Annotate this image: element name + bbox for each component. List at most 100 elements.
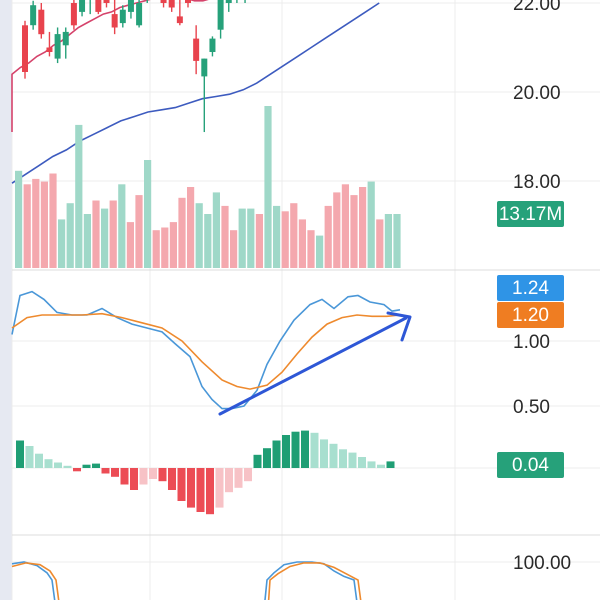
volume-bar[interactable] bbox=[290, 203, 298, 268]
candle[interactable] bbox=[144, 0, 150, 3]
macd-histogram-bar[interactable] bbox=[73, 468, 81, 472]
volume-bar[interactable] bbox=[23, 184, 31, 268]
volume-bar[interactable] bbox=[350, 195, 358, 268]
candle[interactable] bbox=[168, 0, 175, 12]
candle[interactable] bbox=[185, 0, 191, 8]
macd-histogram-bar[interactable] bbox=[35, 453, 43, 468]
volume-bar[interactable] bbox=[264, 106, 272, 268]
volume-bar[interactable] bbox=[324, 205, 332, 268]
macd-histogram-bar[interactable] bbox=[282, 435, 290, 468]
candle[interactable] bbox=[95, 0, 102, 15]
macd-histogram-bar[interactable] bbox=[101, 468, 110, 474]
macd-histogram-bar[interactable] bbox=[158, 468, 167, 482]
volume-bar[interactable] bbox=[359, 187, 367, 268]
volume-bar[interactable] bbox=[195, 203, 203, 268]
candle[interactable] bbox=[79, 0, 86, 17]
macd-histogram-bar[interactable] bbox=[339, 449, 347, 468]
macd-histogram-bar[interactable] bbox=[130, 468, 138, 490]
volume-bar[interactable] bbox=[281, 211, 289, 268]
macd-histogram-bar[interactable] bbox=[44, 459, 53, 468]
candle[interactable] bbox=[176, 0, 183, 26]
candle[interactable] bbox=[38, 3, 45, 39]
volume-bar[interactable] bbox=[152, 230, 160, 268]
volume-bar[interactable] bbox=[32, 178, 40, 268]
volume-bar[interactable] bbox=[316, 235, 324, 268]
volume-bar[interactable] bbox=[273, 205, 281, 268]
volume-bar[interactable] bbox=[333, 192, 341, 268]
macd-histogram-bar[interactable] bbox=[301, 430, 309, 468]
candlestick-panel[interactable] bbox=[11, 0, 380, 184]
kdj-panel[interactable] bbox=[11, 561, 362, 600]
volume-bar[interactable] bbox=[109, 200, 117, 269]
volume-bar[interactable] bbox=[161, 227, 169, 269]
macd-histogram-bar[interactable] bbox=[196, 468, 205, 512]
volume-bar[interactable] bbox=[66, 203, 74, 268]
volume-bar[interactable] bbox=[187, 187, 195, 268]
macd-histogram-bar[interactable] bbox=[187, 468, 195, 508]
volume-bar[interactable] bbox=[247, 208, 255, 268]
macd-histogram-bar[interactable] bbox=[367, 461, 376, 468]
volume-bar[interactable] bbox=[376, 219, 384, 268]
volume-bar[interactable] bbox=[238, 208, 246, 268]
volume-bar[interactable] bbox=[230, 230, 238, 268]
macd-histogram-bar[interactable] bbox=[358, 457, 366, 468]
volume-bar[interactable] bbox=[393, 214, 401, 268]
volume-bar[interactable] bbox=[212, 192, 220, 268]
volume-bar[interactable] bbox=[341, 184, 349, 268]
macd-histogram-bar[interactable] bbox=[310, 432, 319, 468]
macd-histogram-bar[interactable] bbox=[348, 452, 357, 468]
volume-bar[interactable] bbox=[49, 173, 57, 269]
candle[interactable] bbox=[193, 25, 200, 75]
volume-bar[interactable] bbox=[101, 208, 109, 268]
volume-bar[interactable] bbox=[92, 200, 100, 269]
macd-histogram-bar[interactable] bbox=[82, 464, 91, 468]
macd-histogram-bar[interactable] bbox=[244, 468, 252, 482]
candle[interactable] bbox=[87, 0, 93, 15]
volume-bar[interactable] bbox=[40, 181, 48, 268]
macd-histogram-bar[interactable] bbox=[63, 465, 72, 468]
candle[interactable] bbox=[160, 0, 167, 8]
macd-histogram-bar[interactable] bbox=[168, 468, 176, 490]
volume-bar[interactable] bbox=[221, 205, 229, 268]
candle[interactable] bbox=[30, 0, 37, 30]
candle[interactable] bbox=[46, 31, 53, 57]
macd-histogram-bar[interactable] bbox=[139, 468, 148, 485]
macd-histogram-bar[interactable] bbox=[377, 464, 385, 468]
macd-histogram-bar[interactable] bbox=[177, 468, 186, 501]
volume-bar[interactable] bbox=[126, 222, 134, 268]
volume-bar[interactable] bbox=[118, 184, 126, 268]
macd-histogram-bar[interactable] bbox=[54, 462, 62, 469]
volume-bar[interactable] bbox=[298, 219, 306, 268]
volume-bar[interactable] bbox=[144, 160, 152, 268]
volume-bar[interactable] bbox=[178, 197, 186, 268]
candle[interactable] bbox=[111, 0, 118, 35]
candle[interactable] bbox=[201, 58, 208, 133]
macd-histogram-bar[interactable] bbox=[329, 443, 338, 468]
candle[interactable] bbox=[127, 0, 134, 19]
macd-histogram-bar[interactable] bbox=[320, 439, 328, 468]
macd-histogram-bar[interactable] bbox=[149, 468, 157, 479]
macd-histogram-bar[interactable] bbox=[291, 431, 300, 468]
macd-histogram-bar[interactable] bbox=[25, 446, 34, 468]
macd-histogram-bar[interactable] bbox=[386, 461, 395, 468]
candle[interactable] bbox=[217, 0, 224, 39]
macd-histogram-bar[interactable] bbox=[215, 468, 224, 508]
candle[interactable] bbox=[136, 0, 143, 28]
macd-histogram-bar[interactable] bbox=[225, 468, 233, 493]
candle[interactable] bbox=[54, 27, 61, 64]
macd-histogram-bar[interactable] bbox=[111, 468, 119, 477]
candle[interactable] bbox=[225, 0, 232, 12]
candle[interactable] bbox=[119, 5, 126, 28]
candle[interactable] bbox=[22, 20, 28, 79]
volume-bar[interactable] bbox=[83, 214, 91, 268]
candle[interactable] bbox=[62, 27, 69, 59]
volume-bar[interactable] bbox=[307, 230, 315, 268]
macd-histogram-bar[interactable] bbox=[234, 468, 243, 488]
macd-histogram-bar[interactable] bbox=[272, 440, 281, 469]
candle[interactable] bbox=[209, 36, 216, 57]
volume-bar[interactable] bbox=[367, 181, 375, 268]
volume-bar[interactable] bbox=[135, 195, 143, 268]
candle[interactable] bbox=[70, 0, 77, 30]
volume-bar[interactable] bbox=[204, 214, 212, 268]
